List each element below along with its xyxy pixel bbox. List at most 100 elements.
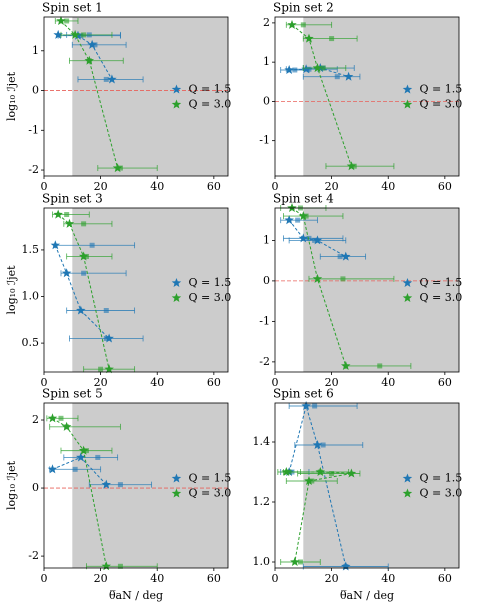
panel-title: Spin set 1 <box>42 1 103 15</box>
x-tick-label: 0 <box>41 376 48 389</box>
shaded-region <box>72 403 228 568</box>
star-marker <box>50 240 61 250</box>
y-tick-label: -1 <box>259 134 270 147</box>
star-marker <box>61 268 72 278</box>
legend-label: Q = 3.0 <box>419 291 462 304</box>
x-tick-label: 20 <box>94 376 108 389</box>
square-marker <box>295 217 301 223</box>
star-marker <box>47 413 58 423</box>
legend-marker <box>402 99 413 109</box>
y-axis-label: log₁₀ ℐjet <box>5 460 18 510</box>
square-marker <box>340 276 346 282</box>
x-tick-label: 0 <box>272 572 279 585</box>
legend-label: Q = 1.5 <box>419 83 462 96</box>
panel-title: Spin set 5 <box>42 387 103 401</box>
legend-marker <box>171 99 182 109</box>
square-marker <box>95 454 101 460</box>
star-marker <box>101 479 111 489</box>
star-marker <box>78 251 89 261</box>
star-marker <box>76 452 86 462</box>
square-marker <box>320 65 326 71</box>
legend-marker <box>402 488 413 498</box>
star-marker <box>112 163 123 173</box>
dashed-line <box>57 214 110 370</box>
dashed-line <box>54 245 110 339</box>
y-tick-label: 0.5 <box>22 336 40 349</box>
shaded-region <box>72 208 228 372</box>
square-marker <box>377 363 383 369</box>
x-tick-label: 20 <box>325 572 339 585</box>
legend-label: Q = 1.5 <box>188 83 231 96</box>
star-marker <box>341 360 351 370</box>
square-marker <box>300 22 306 28</box>
x-tick-label: 60 <box>207 180 221 193</box>
square-marker <box>83 448 89 454</box>
star-marker <box>56 16 66 25</box>
plot-frame <box>43 402 229 569</box>
square-marker <box>312 403 318 409</box>
y-tick-label: 1 <box>32 44 39 57</box>
dashed-line <box>52 417 107 567</box>
y-tick-label: 1.0 <box>22 290 40 303</box>
dashed-line <box>291 207 347 367</box>
panel-title: Spin set 2 <box>273 1 334 15</box>
x-tick-label: 20 <box>94 572 108 585</box>
dashed-line <box>288 219 347 258</box>
x-tick-label: 40 <box>150 572 164 585</box>
y-tick-label: 2 <box>263 16 270 29</box>
x-tick-label: 60 <box>207 376 221 389</box>
x-tick-label: 40 <box>381 376 395 389</box>
dashed-line <box>288 404 347 567</box>
shaded-region <box>72 17 228 176</box>
star-marker <box>78 445 89 455</box>
legend-label: Q = 1.5 <box>188 472 231 485</box>
legend-marker <box>402 293 413 302</box>
square-marker <box>117 165 123 171</box>
y-tick-label: 1 <box>263 55 270 68</box>
square-marker <box>103 308 109 313</box>
plot-frame <box>43 207 229 373</box>
star-marker <box>301 64 311 74</box>
y-tick-label: 1.5 <box>22 243 40 256</box>
square-marker <box>117 482 123 488</box>
star-marker <box>104 333 114 343</box>
square-marker <box>312 237 318 243</box>
plot-frame <box>274 16 460 177</box>
star-marker <box>304 33 314 43</box>
square-marker <box>329 471 335 476</box>
star-marker <box>84 55 94 65</box>
star-marker <box>53 209 63 219</box>
y-tick-label: 2 <box>32 413 39 426</box>
star-marker <box>104 364 114 374</box>
square-marker <box>78 33 84 39</box>
x-axis-label: θ̅aN / deg <box>340 589 394 602</box>
star-marker <box>287 203 297 212</box>
x-tick-label: 20 <box>325 180 339 193</box>
star-marker <box>341 561 351 571</box>
star-marker <box>341 251 351 261</box>
legend-label: Q = 1.5 <box>188 276 231 289</box>
star-marker <box>287 19 297 29</box>
star-marker <box>107 74 117 84</box>
star-marker <box>315 467 325 476</box>
square-marker <box>72 466 78 472</box>
star-marker <box>343 71 354 81</box>
x-tick-label: 40 <box>381 572 395 585</box>
square-marker <box>64 212 70 218</box>
y-tick-label: -2 <box>28 163 39 176</box>
x-tick-label: 0 <box>272 180 279 193</box>
square-marker <box>297 559 303 565</box>
square-marker <box>81 270 87 276</box>
square-marker <box>103 335 109 341</box>
star-marker <box>312 235 323 245</box>
panel-title: Spin set 3 <box>42 192 103 206</box>
y-tick-label: -1 <box>259 314 270 327</box>
square-marker <box>320 442 326 448</box>
plot-frame <box>274 207 460 373</box>
star-marker <box>346 468 357 478</box>
x-tick-label: 40 <box>150 180 164 193</box>
x-tick-label: 0 <box>272 376 279 389</box>
legend-label: Q = 1.5 <box>419 276 462 289</box>
star-marker <box>64 218 75 228</box>
